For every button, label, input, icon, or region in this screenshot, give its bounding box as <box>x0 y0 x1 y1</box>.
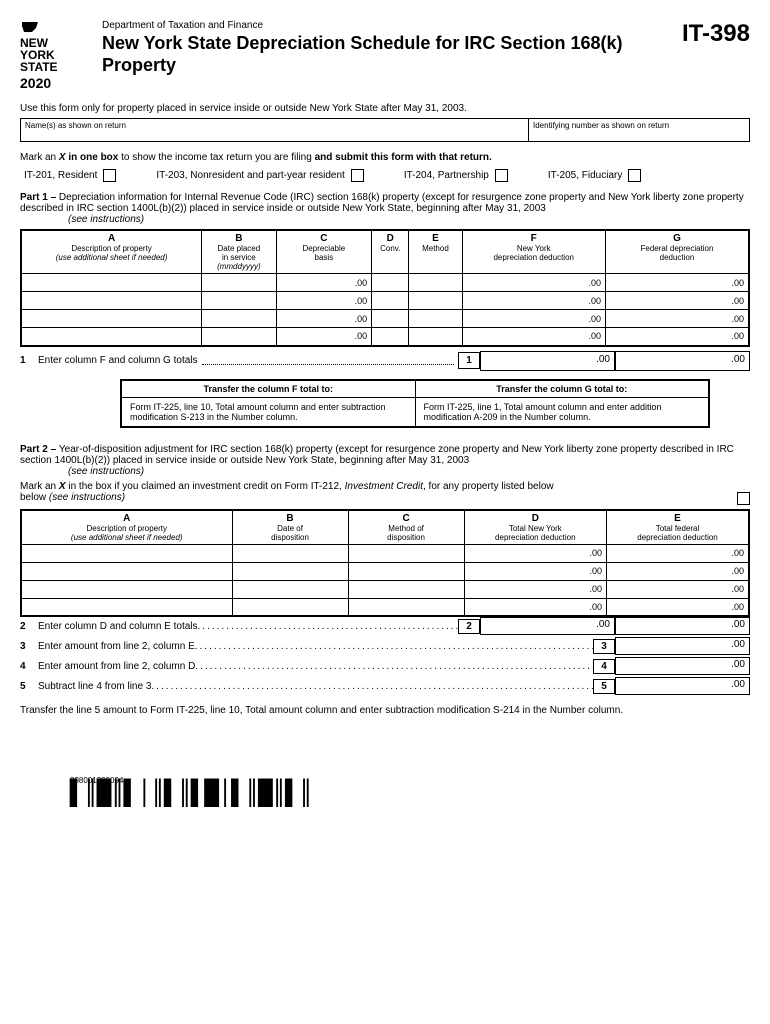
cb-label-0: IT-201, Resident <box>24 170 97 181</box>
checkbox-it203[interactable] <box>351 169 364 182</box>
line-2: 2 Enter column D and column E totals ...… <box>20 617 750 635</box>
tax-year: 2020 <box>20 75 90 91</box>
transfer-instructions: Transfer the column F total to: Form IT-… <box>120 379 710 428</box>
line2-e[interactable]: .00 <box>615 617 750 635</box>
part1-table: ADescription of property(use additional … <box>20 229 750 347</box>
id-number-field-label[interactable]: Identifying number as shown on return <box>529 119 749 141</box>
department: Department of Taxation and Finance <box>102 20 682 31</box>
investment-credit-checkbox[interactable] <box>737 492 750 505</box>
barcode-icon: ▌║█║▌│║▌║▌█│▌║█║▌║ <box>70 787 750 799</box>
form-code: IT-398 <box>682 20 750 48</box>
ny-state-shape <box>20 20 40 34</box>
part1-rows: .00.00.00 .00.00.00 .00.00.00 .00.00.00 <box>21 274 749 346</box>
part1-total-line: 1 Enter column F and column G totals 1 .… <box>20 351 750 371</box>
cb-label-2: IT-204, Partnership <box>404 170 489 181</box>
line1-col-g[interactable]: .00 <box>615 351 750 371</box>
checkbox-it204[interactable] <box>495 169 508 182</box>
line5-val[interactable]: .00 <box>615 677 750 695</box>
form-title: New York State Depreciation Schedule for… <box>102 33 682 76</box>
logo-text-3: STATE <box>20 61 90 73</box>
checkbox-it205[interactable] <box>628 169 641 182</box>
mark-x-instruction: Mark an X in one box to show the income … <box>20 152 750 163</box>
part2-header: Part 2 – Year-of-disposition adjustment … <box>20 444 750 477</box>
form-header: NEW YORK STATE 2020 Department of Taxati… <box>20 20 750 91</box>
line1-col-f[interactable]: .00 <box>480 351 615 371</box>
part1-header: Part 1 – Depreciation information for In… <box>20 192 750 225</box>
footer-transfer-note: Transfer the line 5 amount to Form IT-22… <box>20 705 750 716</box>
ny-logo: NEW YORK STATE 2020 <box>20 20 90 91</box>
part2-table: ADescription of property(use additional … <box>20 509 750 618</box>
cb-label-1: IT-203, Nonresident and part-year reside… <box>156 170 344 181</box>
identification-row: Name(s) as shown on return Identifying n… <box>20 118 750 142</box>
usage-note: Use this form only for property placed i… <box>20 103 750 114</box>
cb-label-3: IT-205, Fiduciary <box>548 170 622 181</box>
return-type-checkboxes: IT-201, Resident IT-203, Nonresident and… <box>20 169 750 182</box>
line3-val[interactable]: .00 <box>615 637 750 655</box>
title-block: Department of Taxation and Finance New Y… <box>102 20 682 76</box>
line-4: 4 Enter amount from line 2, column D ...… <box>20 657 750 675</box>
name-field-label[interactable]: Name(s) as shown on return <box>21 119 529 141</box>
line2-d[interactable]: .00 <box>480 617 615 635</box>
line-3: 3 Enter amount from line 2, column E ...… <box>20 637 750 655</box>
barcode-area: 398001200094 ▌║█║▌│║▌║▌█│▌║█║▌║ <box>20 776 750 799</box>
line-5: 5 Subtract line 4 from line 3 ..........… <box>20 677 750 695</box>
part2-rows: .00.00 .00.00 .00.00 .00.00 <box>21 544 749 616</box>
checkbox-it201[interactable] <box>103 169 116 182</box>
line4-val[interactable]: .00 <box>615 657 750 675</box>
investment-credit-note: Mark an X in the box if you claimed an i… <box>20 481 750 503</box>
